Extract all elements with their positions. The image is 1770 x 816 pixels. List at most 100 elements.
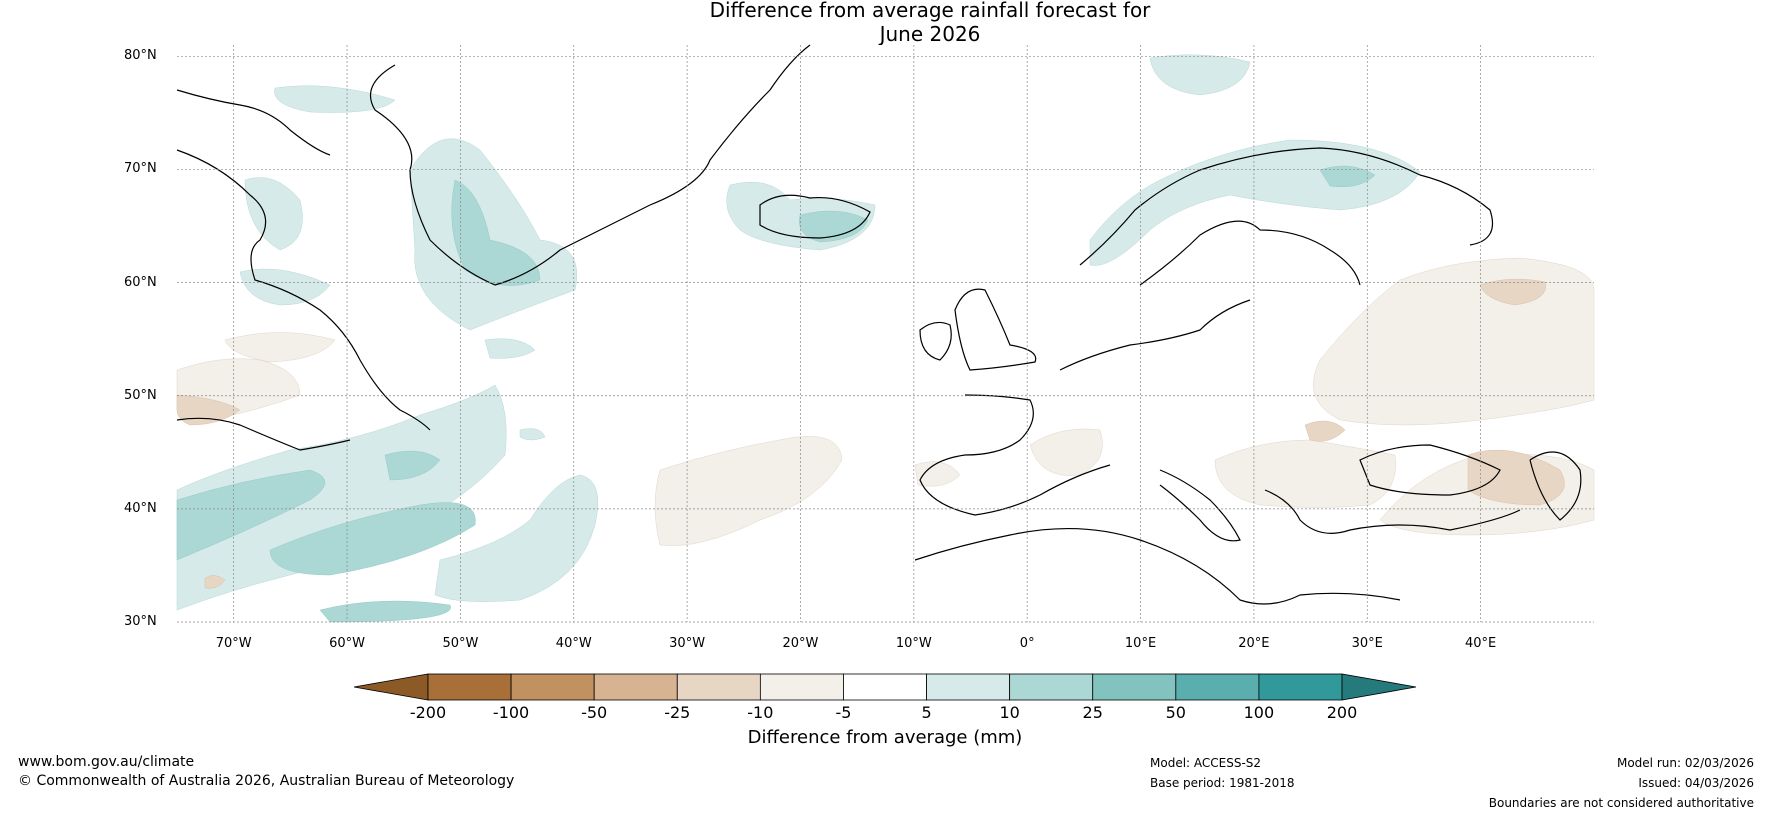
colorbar-segment [1258, 673, 1343, 701]
wet-area-midatlantic-small [484, 338, 536, 359]
colorbar-segment [427, 673, 512, 701]
dry-area-hudson-south [224, 332, 336, 363]
colorbar-tick-label: 10 [999, 703, 1020, 722]
coastline-western-europe [919, 394, 1111, 516]
wet-area-atlantic-core-1 [176, 469, 326, 561]
wet-area-greenland-southwest [409, 138, 578, 331]
coastline-labrador [176, 149, 431, 431]
footer-copyright: © Commonwealth of Australia 2026, Austra… [18, 773, 515, 789]
colorbar-tick-label: -5 [835, 703, 852, 722]
colorbar-tick-label: 100 [1243, 703, 1275, 722]
lon-tick-label: 70°W [215, 636, 252, 651]
dry-area-france [1029, 428, 1103, 476]
lon-tick-label: 60°W [329, 636, 365, 651]
colorbar-segment [843, 673, 927, 701]
wet-area-svalbard [1149, 54, 1251, 96]
colorbar-extend-low [353, 673, 429, 701]
colorbar-extend-high [1341, 673, 1417, 701]
lon-tick-label: 40°E [1464, 636, 1497, 651]
colorbar-segment [759, 673, 844, 701]
coastline-eastern-us [176, 417, 351, 451]
title-line-2: June 2026 [879, 22, 981, 46]
lat-tick-label: 30°N [124, 614, 157, 629]
colorbar-tick-label: 200 [1326, 703, 1358, 722]
lat-tick-label: 40°N [124, 500, 157, 516]
colorbar-title: Difference from average (mm) [747, 727, 1023, 748]
chart-title: Difference from average rainfall forecas… [0, 0, 1770, 46]
colorbar-tick-label: -10 [747, 703, 774, 722]
colorbar-segment [593, 673, 678, 701]
coastline-caspian [1529, 451, 1582, 521]
dry-area-newfoundland-core [176, 394, 241, 426]
wet-area-atlantic-south [434, 474, 599, 602]
dry-area-ukraine-core [1304, 420, 1346, 442]
wet-area-hudson [239, 268, 331, 306]
colorbar-tick-label: -50 [581, 703, 608, 722]
coastlines [176, 44, 1582, 605]
lat-tick-label: 80°N [124, 48, 157, 64]
wet-area-labrador-sea [244, 177, 303, 251]
colorbar-tick-label: -25 [664, 703, 691, 722]
coastline-italy [1159, 469, 1241, 542]
wet-area-barents-core [1319, 165, 1376, 188]
colorbar-segment [1175, 673, 1260, 701]
coastline-greenland [370, 44, 811, 286]
lon-tick-label: 40°W [555, 636, 592, 651]
wet-area-greenland-core [451, 179, 541, 286]
colorbar-segment [1009, 673, 1094, 701]
colorbar-segment [676, 673, 761, 701]
lon-tick-label: 30°W [669, 636, 706, 651]
lon-tick-label: 10°W [895, 636, 932, 651]
dry-area-newfoundland-south [204, 575, 226, 589]
footer-model: Model: ACCESS-S2 [1150, 756, 1262, 770]
colorbar-tick-label: -200 [409, 703, 447, 722]
colorbar-tick-label: 5 [921, 703, 932, 722]
wet-area-atlantic-west [176, 384, 507, 611]
dry-area-midatlantic [654, 436, 843, 546]
footer-base-period: Base period: 1981-2018 [1150, 776, 1295, 790]
dry-area-iberia-west [914, 461, 961, 487]
lon-tick-label: 10°E [1124, 636, 1157, 651]
colorbar-tick-label: -100 [492, 703, 530, 722]
coastline-iceland [759, 194, 871, 239]
colorbar-tick-label: 50 [1165, 703, 1186, 722]
wet-area-baffin [274, 85, 396, 113]
coastline-scandinavia [1079, 147, 1494, 266]
dry-area-balkans [1214, 439, 1396, 508]
lon-tick-label: 0° [1019, 636, 1035, 651]
colorbar-segment [1092, 673, 1177, 701]
lat-tick-label: 50°N [124, 387, 157, 403]
lon-tick-label: 20°W [782, 636, 819, 651]
lat-tick-label: 70°N [124, 161, 157, 177]
wet-area-atlantic-core-3 [384, 450, 441, 481]
lon-tick-label: 20°E [1238, 636, 1270, 651]
colorbar-tick-label: 25 [1082, 703, 1103, 722]
colorbar [353, 673, 1417, 701]
coastline-black-sea [1359, 444, 1501, 496]
wet-area-azores-small [519, 428, 546, 441]
gridlines [177, 45, 1594, 623]
lat-tick-label: 60°N [124, 274, 157, 290]
colorbar-segment [926, 673, 1011, 701]
coastline-north-africa [914, 527, 1401, 605]
title-line-1: Difference from average rainfall forecas… [709, 0, 1151, 22]
coastline-sweden-finland [1139, 220, 1361, 286]
footer-url: www.bom.gov.au/climate [18, 754, 195, 770]
footer-model-run: Model run: 02/03/2026 [1616, 756, 1754, 770]
dry-area-ural [1479, 278, 1546, 306]
wet-area-iceland-core [798, 210, 869, 243]
coastline-baffin [176, 89, 331, 156]
drier-shading [176, 257, 1595, 589]
lon-tick-label: 30°E [1351, 636, 1383, 651]
wetter-shading [176, 54, 1421, 623]
coastline-greece-turkey [1264, 489, 1521, 534]
coastline-northern-europe [1059, 299, 1251, 371]
wet-area-atlantic-south-core [319, 600, 451, 623]
wet-area-atlantic-core-2 [269, 502, 476, 576]
coastline-ireland [919, 321, 952, 361]
footer-disclaimer: Boundaries are not considered authoritat… [1488, 796, 1754, 810]
lon-tick-label: 50°W [442, 636, 479, 651]
colorbar-segment [510, 673, 595, 701]
footer-issued: Issued: 04/03/2026 [1638, 776, 1754, 790]
